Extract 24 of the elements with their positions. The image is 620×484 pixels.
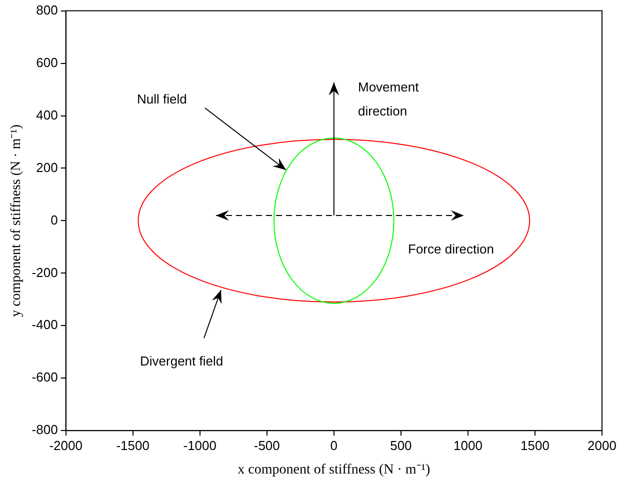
x-tick-label: 500 — [390, 438, 412, 453]
y-tick-label: -400 — [32, 317, 58, 332]
x-tick-label: 1500 — [520, 438, 550, 453]
y-tick-label: -200 — [32, 264, 58, 280]
x-tick-label: 0 — [330, 438, 338, 453]
y-tick-label: 800 — [36, 2, 58, 18]
x-tick-label: -1500 — [116, 438, 150, 453]
y-tick-label: 200 — [36, 160, 58, 175]
annotation: Null field — [137, 92, 187, 107]
y-tick-label: -800 — [32, 422, 58, 438]
y-tick-label: 0 — [50, 212, 58, 228]
y-tick-label: -600 — [32, 370, 58, 385]
annotation: Movement direction — [358, 80, 420, 119]
y-tick-label: 400 — [36, 107, 58, 122]
x-tick-label: 1000 — [453, 438, 482, 453]
annotation: Force direction — [408, 242, 494, 257]
x-tick-label: -500 — [254, 438, 280, 453]
x-tick-label: -1000 — [183, 438, 216, 453]
x-tick-label: -2000 — [49, 438, 82, 453]
y-tick-label: 600 — [36, 54, 58, 70]
y-axis-title: y component of stiffness (N · m⁻¹) — [9, 124, 24, 317]
x-axis-title: x component of stiffness (N · m⁻¹) — [238, 462, 430, 478]
annotation: Divergent field — [140, 354, 224, 369]
x-tick-label: 2000 — [588, 438, 616, 453]
